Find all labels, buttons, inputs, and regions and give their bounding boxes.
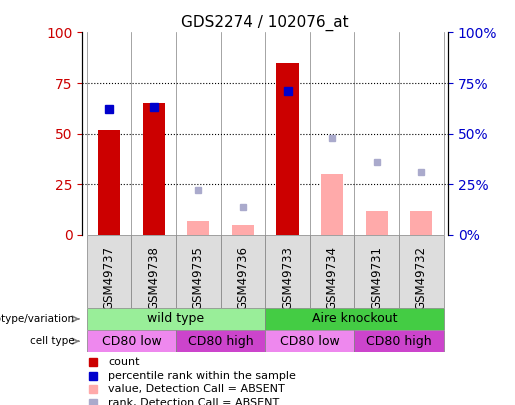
Bar	[410, 211, 433, 235]
Text: value, Detection Call = ABSENT: value, Detection Call = ABSENT	[108, 384, 285, 394]
Text: wild type: wild type	[147, 312, 204, 326]
Text: GSM49736: GSM49736	[236, 246, 249, 310]
Bar	[176, 330, 265, 352]
Bar	[143, 103, 165, 235]
Text: GSM49733: GSM49733	[281, 246, 294, 310]
Text: percentile rank within the sample: percentile rank within the sample	[108, 371, 296, 381]
Text: CD80 high: CD80 high	[188, 335, 253, 348]
Bar	[354, 330, 443, 352]
Bar	[176, 235, 220, 308]
Text: count: count	[108, 357, 140, 367]
Text: CD80 low: CD80 low	[280, 335, 340, 348]
Bar	[310, 235, 354, 308]
Text: GSM49732: GSM49732	[415, 246, 428, 310]
Bar	[265, 235, 310, 308]
Bar	[220, 235, 265, 308]
Bar	[265, 330, 354, 352]
Bar	[321, 174, 344, 235]
Bar	[187, 221, 210, 235]
Text: genotype/variation: genotype/variation	[0, 314, 74, 324]
Bar	[131, 235, 176, 308]
Text: CD80 low: CD80 low	[101, 335, 161, 348]
Bar	[232, 225, 254, 235]
Bar	[399, 235, 443, 308]
Bar	[87, 330, 176, 352]
Bar	[354, 235, 399, 308]
Text: GSM49735: GSM49735	[192, 246, 205, 310]
Bar	[265, 308, 443, 330]
Title: GDS2274 / 102076_at: GDS2274 / 102076_at	[181, 15, 349, 31]
Bar	[87, 235, 131, 308]
Bar	[98, 130, 121, 235]
Bar	[87, 308, 265, 330]
Text: GSM49738: GSM49738	[147, 246, 160, 310]
Text: cell type: cell type	[30, 336, 74, 346]
Text: Aire knockout: Aire knockout	[312, 312, 397, 326]
Text: GSM49737: GSM49737	[102, 246, 116, 310]
Bar	[366, 211, 388, 235]
Text: GSM49734: GSM49734	[325, 246, 338, 310]
Bar	[277, 63, 299, 235]
Text: GSM49731: GSM49731	[370, 246, 383, 310]
Text: rank, Detection Call = ABSENT: rank, Detection Call = ABSENT	[108, 398, 279, 405]
Text: CD80 high: CD80 high	[366, 335, 432, 348]
